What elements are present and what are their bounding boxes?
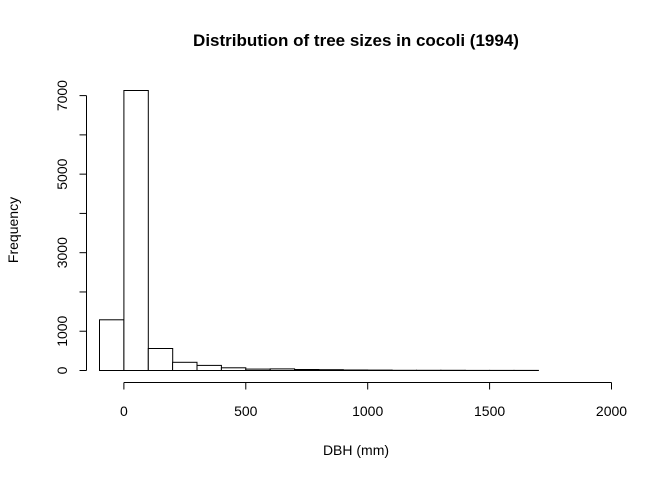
x-axis: 0 500 1000 1500 2000 — [120, 382, 627, 419]
histogram-bar — [294, 369, 320, 371]
y-axis-label: Frequency — [5, 197, 21, 263]
x-tick-label: 2000 — [596, 403, 627, 419]
chart-title: Distribution of tree sizes in cocoli (19… — [193, 31, 519, 50]
y-tick-label: 0 — [54, 366, 70, 374]
histogram-bar — [196, 364, 222, 371]
histogram-bar — [147, 348, 174, 371]
y-tick-label: 7000 — [54, 80, 70, 111]
x-tick-label: 500 — [234, 403, 258, 419]
histogram-bar — [342, 369, 369, 371]
bars-group — [99, 90, 539, 372]
histogram-bar — [220, 367, 247, 371]
y-tick-label: 3000 — [54, 237, 70, 268]
histogram-bar — [269, 368, 296, 371]
histogram-bar — [318, 369, 344, 372]
x-tick-label: 1000 — [352, 403, 383, 419]
y-axis: 0 1000 3000 5000 7000 — [54, 80, 87, 374]
histogram-bar — [172, 361, 198, 371]
y-tick-label: 5000 — [54, 158, 70, 189]
y-tick-label: 1000 — [54, 315, 70, 346]
x-axis-label: DBH (mm) — [323, 442, 389, 458]
histogram-bar — [123, 90, 149, 371]
histogram-bar — [99, 319, 125, 371]
x-tick-label: 0 — [120, 403, 128, 419]
histogram-bar — [245, 368, 271, 372]
x-tick-label: 1500 — [474, 403, 505, 419]
